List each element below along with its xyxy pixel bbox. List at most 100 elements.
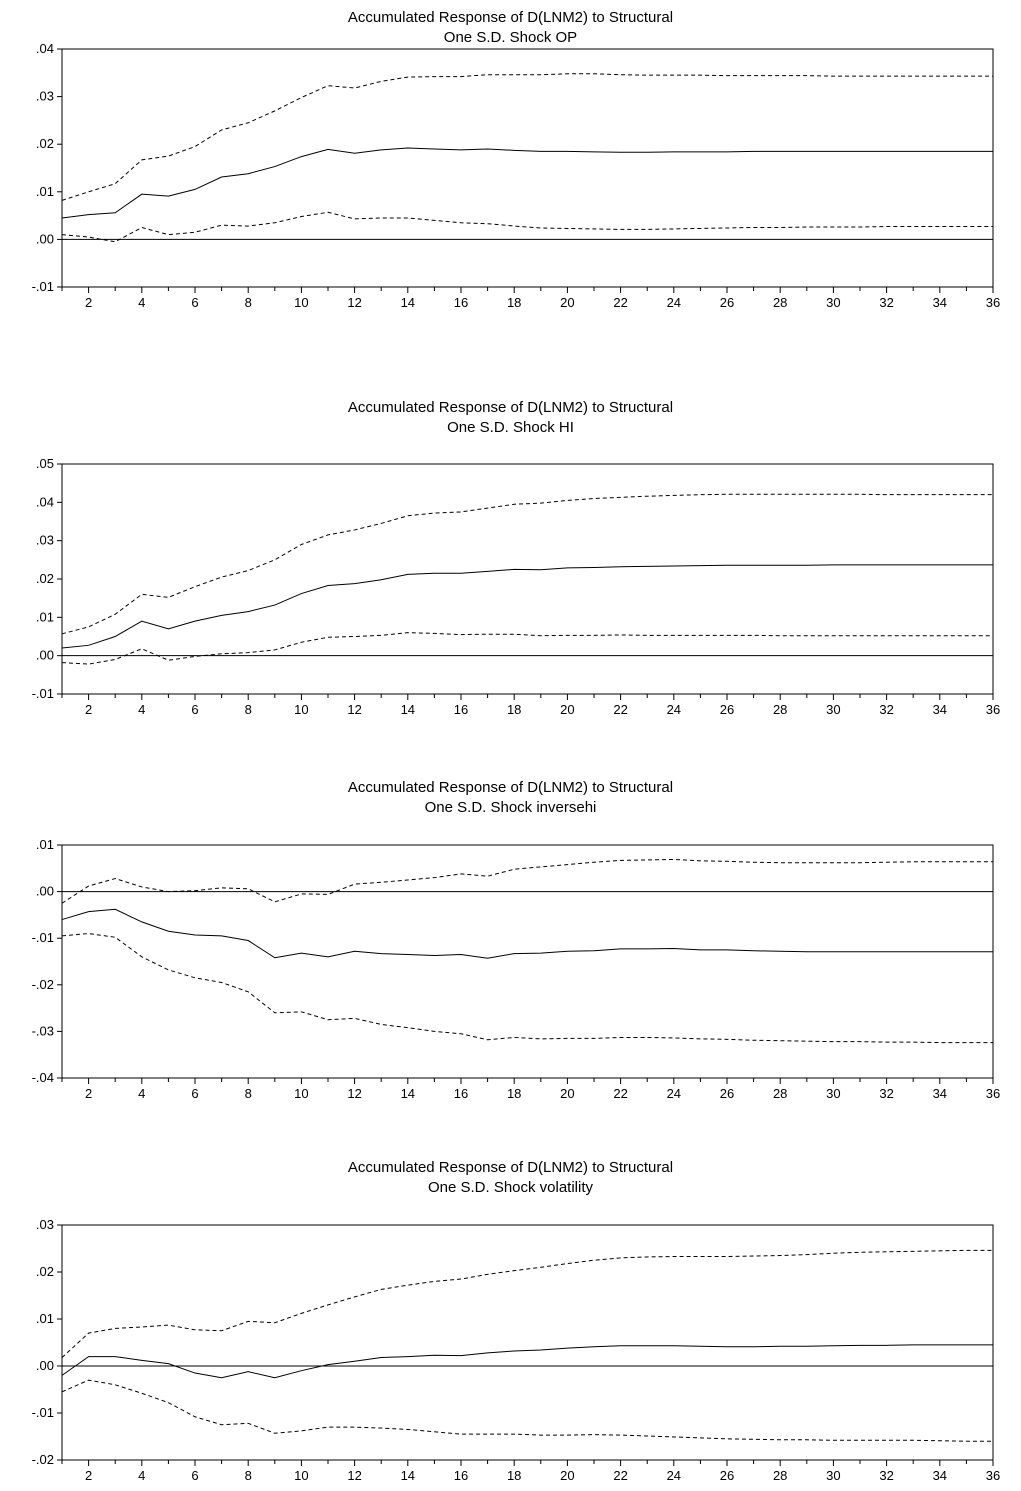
x-tick-label: 18 [507, 295, 521, 310]
y-tick-label: .02 [36, 1264, 54, 1279]
x-tick-label: 28 [773, 702, 787, 717]
x-tick-label: 22 [613, 295, 627, 310]
x-tick-label: 20 [560, 295, 574, 310]
confidence-band-line [61, 1249, 993, 1358]
y-tick-label: .00 [36, 884, 54, 899]
chart-title-line2: One S.D. Shock inversehi [424, 799, 597, 816]
x-tick-label: 6 [191, 1086, 198, 1101]
x-tick-label: 30 [826, 1086, 840, 1101]
plot-frame [61, 48, 994, 288]
chart-plot-inversehi: -.04-.03-.02-.01.00.012 4 6 8 10 12 14 16 18 20 22… [32, 837, 1001, 1101]
y-tick-label: -.04 [32, 1070, 54, 1085]
y-tick-label: -.01 [32, 686, 54, 701]
x-tick-label: 34 [933, 1086, 947, 1101]
x-tick-label: 8 [245, 1468, 252, 1483]
x-tick-label: 12 [347, 295, 361, 310]
x-tick-label: 36 [986, 702, 1000, 717]
y-tick-label: .05 [36, 456, 54, 471]
chart-title-line2: One S.D. Shock OP [443, 29, 578, 46]
response-line [61, 147, 993, 219]
x-tick-label: 6 [191, 702, 198, 717]
y-tick-label: .00 [36, 648, 54, 663]
x-tick-label: 12 [347, 1468, 361, 1483]
x-tick-label: 22 [613, 702, 627, 717]
y-tick-label: .02 [36, 136, 54, 151]
chart-plot-hi: -.01.00.01.02.03.04.052 4 6 8 10 12 14 16 18 20 22… [32, 456, 1001, 717]
x-tick-label: 20 [560, 1468, 574, 1483]
x-tick-label: 14 [401, 1468, 415, 1483]
chart-title-line2: One S.D. Shock HI [447, 419, 574, 436]
confidence-band-line [61, 858, 993, 904]
chart-panel-inversehi: Accumulated Response of D(LNM2) to Struc… [32, 779, 1001, 1101]
x-tick-label: 30 [826, 702, 840, 717]
x-tick-label: 4 [138, 295, 145, 310]
x-tick-label: 32 [879, 1086, 893, 1101]
x-tick-label: 24 [667, 1086, 681, 1101]
response-line [61, 564, 993, 649]
x-tick-label: 14 [401, 295, 415, 310]
x-tick-label: 10 [294, 1468, 308, 1483]
x-tick-label: 36 [986, 1086, 1000, 1101]
chart-title-line2: One S.D. Shock volatility [427, 1179, 594, 1196]
x-tick-label: 8 [245, 1086, 252, 1101]
x-tick-label: 6 [191, 295, 198, 310]
y-tick-label: .01 [36, 1311, 54, 1326]
chart-title-line1: Accumulated Response of D(LNM2) to Struc… [347, 399, 674, 416]
x-tick-label: 16 [454, 1086, 468, 1101]
x-tick-label: 12 [347, 1086, 361, 1101]
y-tick-label: -.01 [32, 1405, 54, 1420]
x-tick-label: 18 [507, 1468, 521, 1483]
x-tick-label: 10 [294, 295, 308, 310]
plot-frame [61, 844, 994, 1079]
x-tick-label: 16 [454, 702, 468, 717]
y-tick-label: .01 [36, 184, 54, 199]
chart-title-line1: Accumulated Response of D(LNM2) to Struc… [347, 1159, 674, 1176]
confidence-band-line [61, 1379, 993, 1442]
confidence-band-line [61, 632, 993, 665]
y-tick-label: .03 [36, 1217, 54, 1232]
x-tick-label: 34 [933, 1468, 947, 1483]
x-tick-label: 34 [933, 295, 947, 310]
x-tick-label: 36 [986, 1468, 1000, 1483]
x-tick-label: 10 [294, 702, 308, 717]
y-tick-label: .01 [36, 837, 54, 852]
y-tick-label: .00 [36, 231, 54, 246]
x-tick-label: 32 [879, 295, 893, 310]
y-tick-label: .00 [36, 1358, 54, 1373]
x-tick-label: 4 [138, 1468, 145, 1483]
x-tick-label: 26 [720, 1468, 734, 1483]
x-tick-label: 28 [773, 1086, 787, 1101]
x-tick-label: 4 [138, 702, 145, 717]
x-tick-label: 26 [720, 1086, 734, 1101]
x-tick-label: 20 [560, 1086, 574, 1101]
x-tick-label: 8 [245, 295, 252, 310]
x-tick-label: 18 [507, 702, 521, 717]
y-tick-label: -.02 [32, 977, 54, 992]
x-tick-label: 34 [933, 702, 947, 717]
x-tick-label: 32 [879, 1468, 893, 1483]
y-tick-label: .02 [36, 571, 54, 586]
chart-title-line1: Accumulated Response of D(LNM2) to Struc… [347, 779, 674, 796]
plot-frame [61, 1224, 994, 1461]
y-tick-label: .04 [36, 494, 54, 509]
y-tick-label: .03 [36, 533, 54, 548]
y-tick-label: .01 [36, 609, 54, 624]
x-tick-label: 14 [401, 1086, 415, 1101]
x-tick-label: 18 [507, 1086, 521, 1101]
x-tick-label: 6 [191, 1468, 198, 1483]
x-tick-label: 16 [454, 1468, 468, 1483]
x-tick-label: 22 [613, 1468, 627, 1483]
x-tick-label: 20 [560, 702, 574, 717]
x-tick-label: 14 [401, 702, 415, 717]
x-tick-label: 32 [879, 702, 893, 717]
x-tick-label: 26 [720, 295, 734, 310]
x-tick-label: 24 [667, 295, 681, 310]
x-tick-label: 2 [85, 295, 92, 310]
chart-plot-op: -.01.00.01.02.03.042 4 6 8 10 12 14 16 18 20 22 24 2… [32, 41, 1001, 310]
x-tick-label: 16 [454, 295, 468, 310]
x-tick-label: 30 [826, 295, 840, 310]
y-tick-label: -.03 [32, 1023, 54, 1038]
chart-panel-hi: Accumulated Response of D(LNM2) to Struc… [0, 0, 1021, 740]
x-tick-label: 28 [773, 295, 787, 310]
